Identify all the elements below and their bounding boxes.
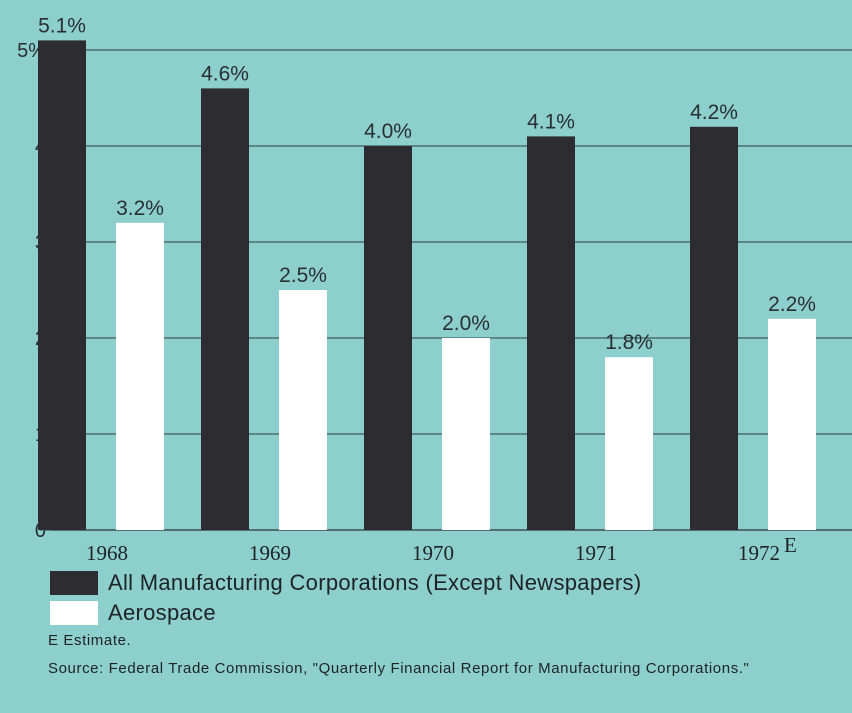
bar-all-manufacturing — [527, 136, 575, 530]
data-label-all-manufacturing: 4.6% — [201, 62, 249, 85]
data-label-aerospace: 2.0% — [442, 312, 490, 335]
data-label-aerospace: 2.2% — [768, 293, 816, 316]
data-label-aerospace: 2.5% — [279, 264, 327, 287]
x-tick-label: 1971 — [575, 541, 617, 565]
x-tick-label: 1968 — [86, 541, 128, 565]
legend-label-aerospace: Aerospace — [108, 600, 216, 625]
data-label-all-manufacturing: 4.1% — [527, 110, 575, 133]
estimate-marker: E — [784, 533, 797, 557]
bar-aerospace — [279, 290, 327, 530]
bar-all-manufacturing — [38, 40, 86, 531]
source-note: Source: Federal Trade Commission, "Quart… — [48, 660, 750, 677]
data-label-all-manufacturing: 4.2% — [690, 101, 738, 124]
estimate-note: E Estimate. — [48, 632, 132, 649]
bar-all-manufacturing — [201, 88, 249, 531]
bar-aerospace — [605, 357, 653, 530]
data-label-aerospace: 3.2% — [116, 197, 164, 220]
bar-all-manufacturing — [364, 146, 412, 530]
bar-aerospace — [116, 222, 164, 531]
legend: All Manufacturing Corporations (Except N… — [50, 568, 641, 628]
legend-label-all-manufacturing: All Manufacturing Corporations (Except N… — [108, 570, 642, 595]
legend-swatch-all-manufacturing — [50, 571, 98, 595]
legend-item-aerospace: Aerospace — [50, 598, 641, 628]
legend-swatch-aerospace — [50, 601, 98, 625]
data-label-aerospace: 1.8% — [605, 331, 653, 354]
bar-aerospace — [442, 338, 490, 530]
bar-aerospace — [768, 318, 816, 530]
bar-all-manufacturing — [690, 126, 738, 531]
x-tick-label: 1969 — [249, 541, 291, 565]
y-tick-label: 0 — [35, 520, 46, 542]
legend-item-all-manufacturing: All Manufacturing Corporations (Except N… — [50, 568, 641, 598]
x-tick-label: 1970 — [412, 541, 454, 565]
x-tick-label: 1972 — [738, 541, 780, 565]
chart-notes: E Estimate. Source: Federal Trade Commis… — [48, 630, 838, 680]
data-label-all-manufacturing: 4.0% — [364, 120, 412, 143]
data-label-all-manufacturing: 5.1% — [38, 14, 86, 37]
